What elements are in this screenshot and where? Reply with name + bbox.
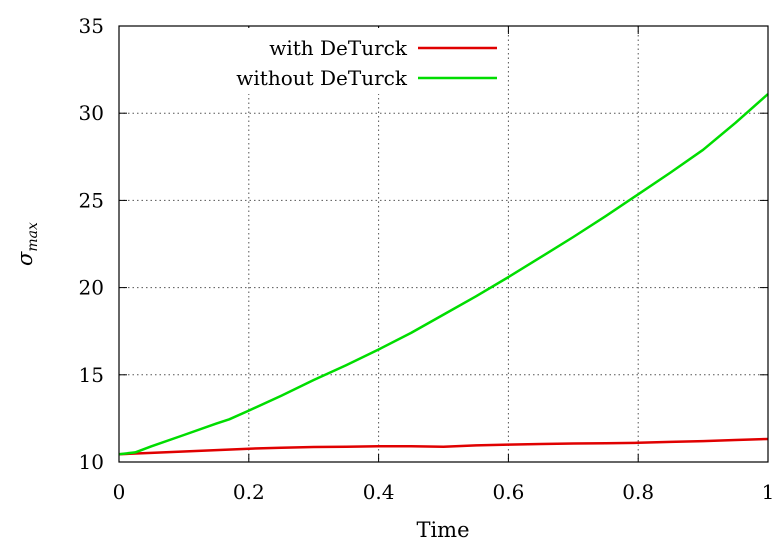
series-line-1	[118, 437, 769, 456]
y-axis-title-symbol: σ	[13, 251, 37, 266]
x-tick-label: 0.4	[363, 480, 395, 504]
x-tick-label: 0	[113, 480, 126, 504]
x-tick-label: 1	[762, 480, 775, 504]
legend-label-2: without DeTurck	[236, 66, 408, 90]
y-tick-label: 25	[79, 188, 104, 212]
x-tick-label: 0.8	[622, 480, 654, 504]
svg-text:σmax: σmax	[13, 222, 41, 266]
grid	[119, 26, 768, 462]
series-line-2	[118, 93, 769, 456]
y-axis-title: σmax	[13, 222, 41, 266]
x-axis-title: Time	[416, 518, 469, 542]
legend-background	[180, 28, 502, 94]
x-tick-labels: 0 0.2 0.4 0.6 0.8 1	[113, 480, 775, 504]
y-tick-labels: 10 15 20 25 30 35	[79, 14, 104, 474]
series-lines	[118, 93, 769, 456]
y-tick-label: 15	[79, 363, 104, 387]
y-tick-label: 20	[79, 276, 104, 300]
y-axis-title-subscript: max	[25, 222, 41, 252]
x-tick-label: 0.2	[233, 480, 265, 504]
legend: with DeTurck without DeTurck	[180, 28, 502, 94]
y-tick-label: 10	[79, 450, 104, 474]
y-tick-label: 30	[79, 101, 104, 125]
legend-label-1: with DeTurck	[269, 36, 408, 60]
y-tick-label: 35	[79, 14, 104, 38]
x-tick-label: 0.6	[492, 480, 524, 504]
plot-frame	[118, 25, 769, 463]
